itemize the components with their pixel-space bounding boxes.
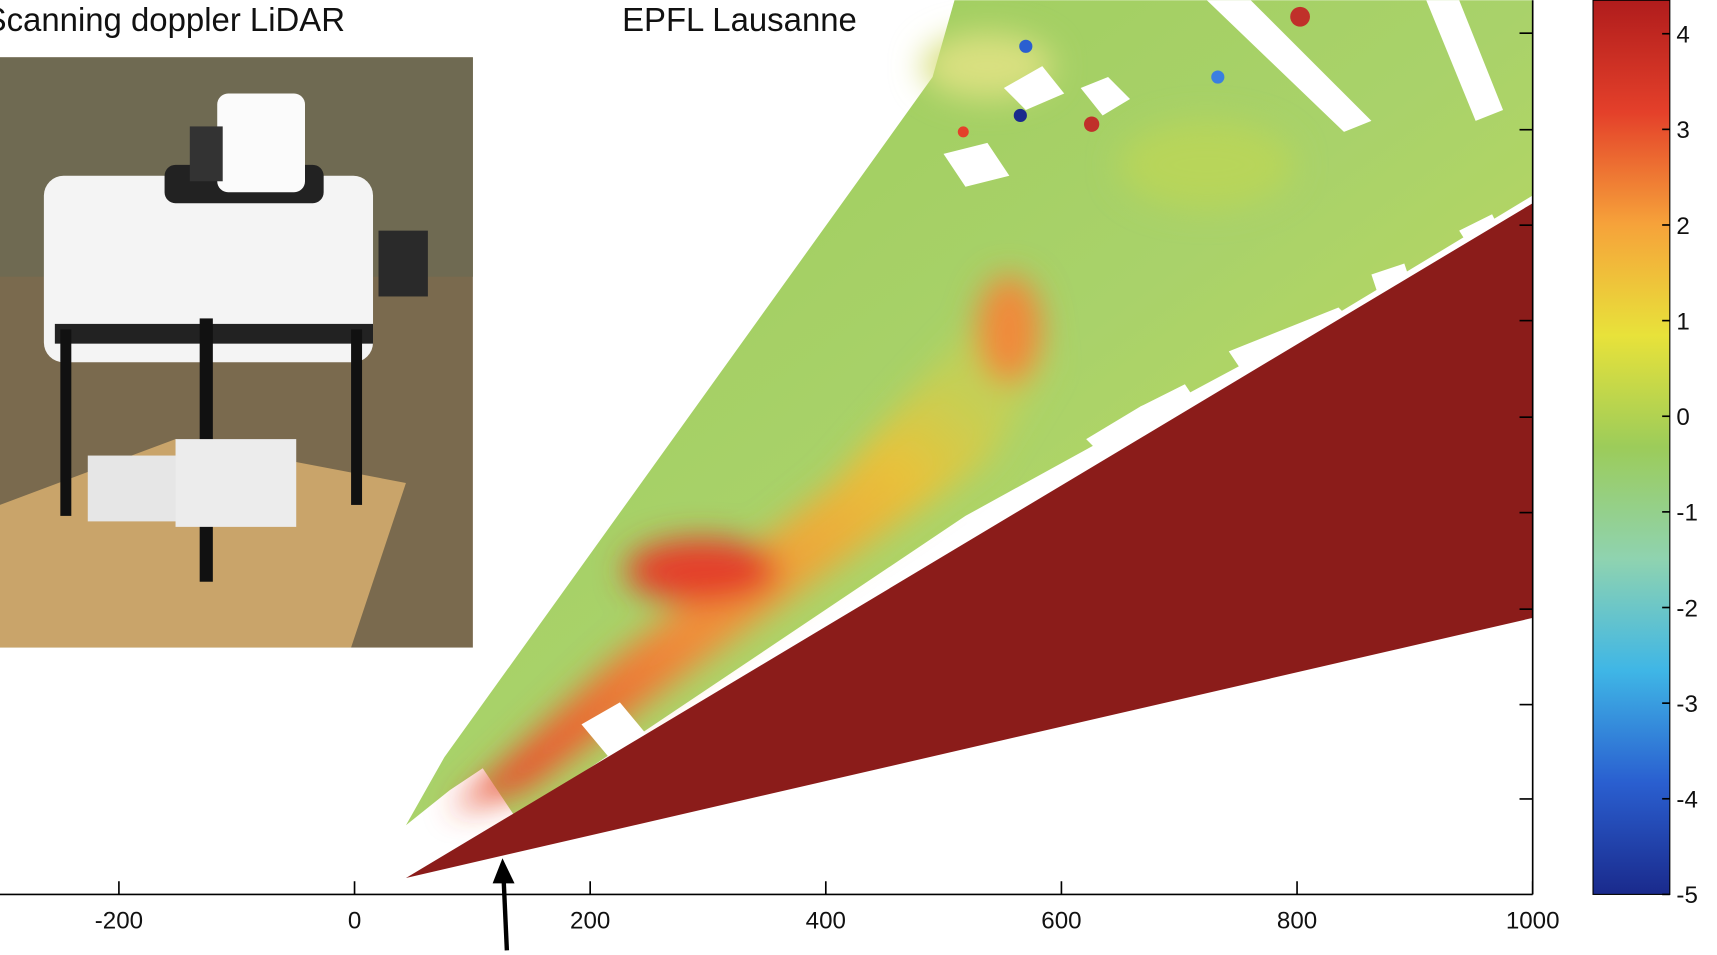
chart: Scanning doppler LiDAR EPFL Lausanne -20… [0, 0, 1717, 955]
x-tick-label: 400 [806, 907, 846, 934]
x-tick-label: 1000 [1506, 907, 1560, 934]
colorbar-tick-label: -1 [1676, 500, 1697, 527]
x-tick-label: 800 [1277, 907, 1317, 934]
colorbar [1593, 0, 1670, 894]
colorbar-tick-label: 1 [1676, 308, 1689, 335]
colorbar-tick-label: 3 [1676, 117, 1689, 144]
colorbar-tick-label: 0 [1676, 404, 1689, 431]
photo [0, 57, 473, 647]
x-tick-label: 0 [348, 907, 361, 934]
colorbar-tick-label: 4 [1676, 21, 1689, 48]
x-tick-label: 200 [570, 907, 610, 934]
page: {"chart_data":{"type":"heatmap","title":… [0, 0, 1717, 955]
colorbar-tick-label: -2 [1676, 595, 1697, 622]
arrow [493, 858, 515, 950]
colorbar-tick-label: -4 [1676, 787, 1697, 814]
x-tick-label: -200 [95, 907, 143, 934]
colorbar-tick-label: 2 [1676, 213, 1689, 240]
title: Scanning doppler LiDAR [0, 1, 345, 38]
colorbar-tick-label: -5 [1676, 882, 1697, 909]
x-tick-label: 600 [1041, 907, 1081, 934]
colorbar-tick-label: -3 [1676, 691, 1697, 718]
subtitle: EPFL Lausanne [622, 1, 857, 38]
